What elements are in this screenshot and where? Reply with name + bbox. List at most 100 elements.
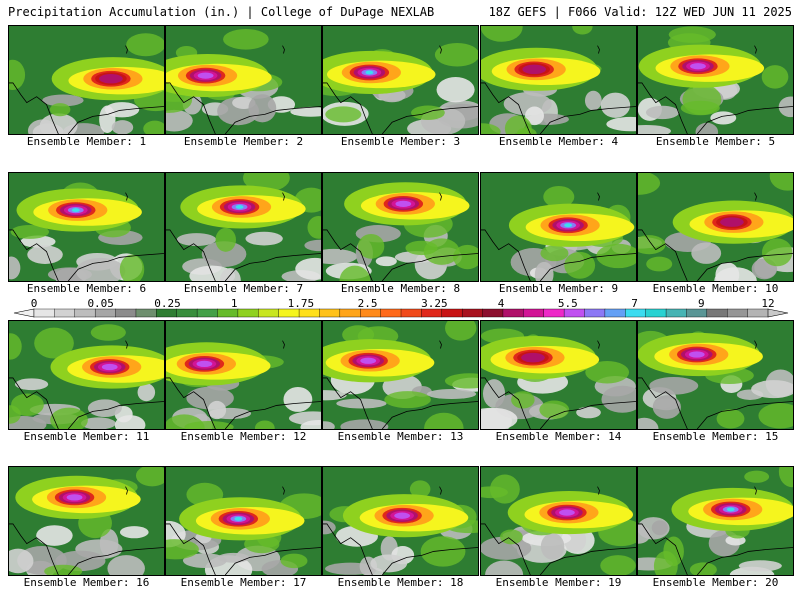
colorbar-swatch bbox=[278, 308, 300, 318]
dry-area bbox=[114, 415, 146, 429]
ensemble-member-label: Ensemble Member: 10 bbox=[652, 282, 779, 295]
dry-area bbox=[300, 419, 321, 429]
dry-area bbox=[75, 257, 126, 281]
dry-area bbox=[606, 116, 636, 132]
colorbar-swatch bbox=[217, 308, 239, 318]
coastline bbox=[224, 106, 321, 134]
lake-outline bbox=[754, 340, 757, 349]
colorbar-max-arrow bbox=[767, 308, 789, 318]
border-line bbox=[9, 523, 59, 575]
border-line bbox=[638, 377, 688, 429]
border-line bbox=[323, 523, 373, 575]
dry-area bbox=[87, 399, 122, 418]
lake-outline bbox=[597, 45, 600, 54]
dry-area bbox=[15, 378, 49, 391]
colorbar-swatch bbox=[380, 308, 402, 318]
dry-area bbox=[207, 400, 227, 420]
border-line bbox=[323, 82, 373, 134]
precip-core-contour bbox=[196, 360, 213, 368]
dry-area bbox=[304, 239, 321, 252]
precip-core-contour bbox=[365, 70, 374, 75]
ensemble-member-label: Ensemble Member: 13 bbox=[337, 430, 464, 443]
light-precip-area bbox=[434, 42, 478, 67]
light-precip-area bbox=[744, 470, 770, 483]
border-line bbox=[638, 523, 688, 575]
precip-core-contour bbox=[521, 352, 545, 363]
colorbar-swatch bbox=[645, 308, 667, 318]
dry-area bbox=[107, 555, 145, 575]
light-precip-area bbox=[600, 555, 636, 575]
lake-outline bbox=[439, 45, 442, 54]
precip-colorbar: 0 0.05 0.25 1 1.75 2.5 3.25 4 5.5 7 9 12 bbox=[8, 298, 792, 320]
colorbar-tick-label: 9 bbox=[698, 298, 705, 310]
precip-core-contour bbox=[559, 509, 575, 516]
dry-area bbox=[652, 395, 681, 419]
colorbar-swatch bbox=[360, 308, 382, 318]
ensemble-member-map bbox=[165, 25, 322, 135]
light-precip-area bbox=[223, 28, 269, 50]
coastline bbox=[539, 401, 636, 429]
ensemble-member-label: Ensemble Member: 7 bbox=[183, 282, 304, 295]
ensemble-member-label: Ensemble Member: 3 bbox=[340, 135, 461, 148]
coastline bbox=[67, 547, 164, 575]
lake-outline bbox=[125, 192, 128, 201]
dry-area bbox=[290, 106, 321, 117]
ensemble-member-map bbox=[8, 466, 165, 576]
ensemble-member-map bbox=[8, 320, 165, 430]
light-precip-area bbox=[44, 564, 83, 575]
light-precip-area bbox=[254, 420, 275, 429]
lake-outline bbox=[754, 45, 757, 54]
precip-core-contour bbox=[360, 357, 377, 364]
light-precip-area bbox=[135, 467, 164, 487]
light-precip-area bbox=[540, 245, 569, 262]
dry-area bbox=[27, 245, 63, 265]
light-precip-area bbox=[10, 224, 50, 239]
colorbar-swatch bbox=[258, 308, 280, 318]
dry-area bbox=[80, 417, 116, 429]
border-line bbox=[481, 377, 531, 429]
coastline bbox=[67, 106, 164, 134]
light-precip-area bbox=[500, 529, 523, 545]
light-precip-area bbox=[325, 106, 362, 123]
precip-core-contour bbox=[235, 204, 244, 209]
light-precip-area bbox=[543, 185, 575, 208]
ensemble-member-map bbox=[165, 466, 322, 576]
dry-area bbox=[600, 92, 631, 118]
colorbar-tick-label: 5.5 bbox=[558, 298, 578, 310]
colorbar-swatch bbox=[156, 308, 178, 318]
colorbar-tick-label: 1.75 bbox=[288, 298, 315, 310]
colorbar-swatch bbox=[461, 308, 484, 318]
light-precip-area bbox=[411, 105, 445, 121]
dry-area bbox=[576, 406, 601, 419]
lake-outline bbox=[282, 486, 285, 495]
light-precip-area bbox=[716, 409, 745, 429]
dry-area bbox=[370, 554, 408, 573]
colorbar-swatch bbox=[319, 308, 341, 318]
dry-area bbox=[715, 262, 740, 281]
light-precip-area bbox=[481, 26, 523, 42]
ensemble-member-label: Ensemble Member: 2 bbox=[183, 135, 304, 148]
coastline bbox=[539, 547, 636, 575]
light-precip-area bbox=[564, 251, 596, 279]
colorbar-swatch bbox=[196, 308, 219, 318]
precip-core-contour bbox=[71, 208, 80, 213]
dry-area bbox=[104, 102, 140, 118]
dry-area bbox=[336, 398, 387, 409]
dry-area bbox=[638, 417, 659, 429]
lake-outline bbox=[125, 486, 128, 495]
light-precip-area bbox=[646, 256, 673, 272]
dry-area bbox=[638, 124, 671, 134]
dry-area bbox=[638, 524, 651, 544]
dry-area bbox=[695, 122, 719, 134]
light-precip-area bbox=[516, 127, 537, 134]
light-precip-area bbox=[215, 227, 236, 252]
colorbar-tick-label: 1 bbox=[231, 298, 238, 310]
dry-area bbox=[645, 105, 680, 120]
dry-area bbox=[182, 553, 227, 569]
lake-outline bbox=[125, 45, 128, 54]
precip-core-contour bbox=[66, 494, 83, 501]
light-precip-area bbox=[423, 238, 460, 265]
colorbar-tick-label: 7 bbox=[631, 298, 638, 310]
ensemble-member-label: Ensemble Member: 20 bbox=[652, 576, 779, 589]
colorbar-tick-label: 0.25 bbox=[154, 298, 181, 310]
